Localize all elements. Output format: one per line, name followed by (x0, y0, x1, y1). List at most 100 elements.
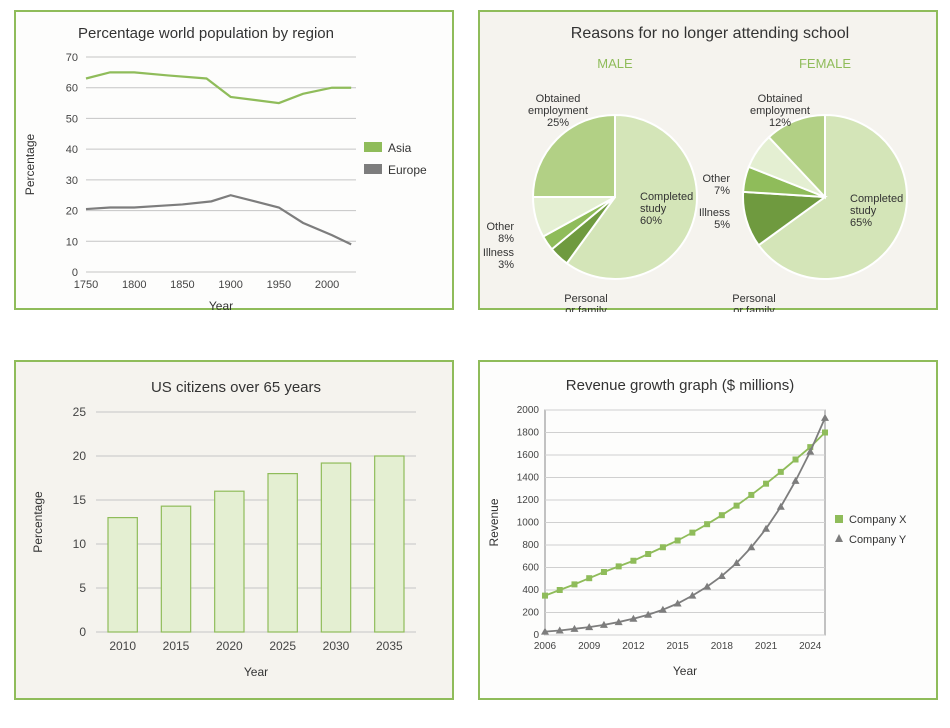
pie-label-personal: Personalor family4% (564, 293, 607, 312)
y-tick-label: 20 (66, 206, 78, 218)
y-tick-label: 0 (79, 625, 86, 639)
panel-population-line: Percentage world population by region 0 10… (14, 10, 454, 310)
marker (688, 592, 696, 599)
x-tick-label: 2000 (315, 279, 339, 291)
x-tick-label: 2009 (578, 641, 601, 652)
pie-label-other: Other8% (486, 221, 514, 245)
x-tick-label: 1850 (170, 279, 194, 291)
bar (375, 456, 404, 632)
pie-label-illness: Illness5% (699, 207, 731, 231)
panel-revenue-growth: Revenue growth graph ($ millions) 0 200 400… (478, 360, 938, 700)
growth-chart-svg: Revenue growth graph ($ millions) 0 200 400… (480, 362, 940, 702)
page-root: Percentage world population by region 0 10… (0, 0, 950, 728)
y-tick-label: 10 (73, 537, 87, 551)
chart-title: US citizens over 65 years (151, 379, 321, 396)
y-tick-label: 0 (72, 267, 78, 279)
y-tick-label: 5 (79, 581, 86, 595)
y-tick-label: 10 (66, 236, 78, 248)
y-tick-label: 30 (66, 175, 78, 187)
x-tick-label: 2012 (622, 641, 645, 652)
y-tick-label: 1400 (517, 473, 540, 484)
marker (822, 430, 828, 436)
marker (704, 521, 710, 527)
bar (321, 463, 350, 632)
y-tick-label: 25 (73, 405, 87, 419)
y-tick-label: 1200 (517, 495, 540, 506)
line-chart-svg: Percentage world population by region 0 10… (16, 12, 456, 312)
panel-school-pies: Reasons for no longer attending school MA… (478, 10, 938, 310)
legend-label: Company X (849, 514, 907, 526)
x-tick-label: 2025 (269, 639, 296, 653)
x-tick-label: 2024 (799, 641, 822, 652)
y-tick-label: 1600 (517, 450, 540, 461)
y-tick-label: 70 (66, 52, 78, 64)
x-tick-label: 1750 (74, 279, 98, 291)
series-company-y (545, 418, 825, 632)
pie-slice-employ (533, 115, 615, 197)
panel-us65-bars: US citizens over 65 years051015202520102… (14, 360, 454, 700)
x-tick-label: 2030 (323, 639, 350, 653)
chart-title: Revenue growth graph ($ millions) (566, 377, 794, 394)
x-tick-label: 2018 (711, 641, 734, 652)
bar (161, 506, 190, 632)
x-tick-label: 2015 (667, 641, 690, 652)
y-tick-label: 50 (66, 113, 78, 125)
pie-label-illness: Illness3% (483, 247, 515, 271)
x-axis-label: Year (244, 665, 268, 679)
legend-label: Europe (388, 163, 427, 177)
legend-label: Asia (388, 141, 412, 155)
y-tick-label: 2000 (517, 405, 540, 416)
legend-swatch (835, 515, 843, 523)
x-tick-label: 2006 (534, 641, 557, 652)
y-tick-label: 20 (73, 449, 87, 463)
y-tick-label: 400 (522, 585, 539, 596)
marker (777, 503, 785, 510)
bar-chart-svg: US citizens over 65 years051015202520102… (16, 362, 456, 702)
marker (734, 503, 740, 509)
pie-heading: FEMALE (799, 56, 851, 71)
pie-label-other: Other7% (702, 173, 730, 197)
x-tick-label: 2035 (376, 639, 403, 653)
marker (778, 469, 784, 475)
marker (689, 530, 695, 536)
chart-title: Reasons for no longer attending school (571, 25, 849, 42)
x-tick-label: 2020 (216, 639, 243, 653)
y-tick-label: 40 (66, 144, 78, 156)
marker (748, 492, 754, 498)
y-tick-label: 60 (66, 83, 78, 95)
marker (542, 593, 548, 599)
x-tick-label: 1900 (218, 279, 242, 291)
series-europe (86, 195, 351, 244)
marker (645, 551, 651, 557)
marker (601, 569, 607, 575)
marker (557, 587, 563, 593)
marker (660, 544, 666, 550)
y-tick-label: 800 (522, 540, 539, 551)
pie-heading: MALE (597, 56, 633, 71)
x-tick-label: 1800 (122, 279, 146, 291)
marker (616, 563, 622, 569)
pie-charts-svg: Reasons for no longer attending school MA… (480, 12, 940, 312)
y-axis-label: Percentage (23, 133, 37, 195)
pie-label-personal: Personalor family11% (732, 293, 775, 312)
marker (719, 512, 725, 518)
y-tick-label: 1800 (517, 428, 540, 439)
marker (763, 481, 769, 487)
marker (571, 581, 577, 587)
marker (821, 414, 829, 421)
bar (215, 491, 244, 632)
y-tick-label: 1000 (517, 518, 540, 529)
y-tick-label: 200 (522, 608, 539, 619)
x-tick-label: 1950 (267, 279, 291, 291)
y-axis-label: Revenue (487, 498, 501, 546)
x-tick-label: 2021 (755, 641, 778, 652)
legend-label: Company Y (849, 534, 907, 546)
y-tick-label: 0 (533, 630, 539, 641)
chart-title: Percentage world population by region (78, 25, 334, 42)
legend-swatch (835, 534, 843, 542)
y-tick-label: 15 (73, 493, 87, 507)
x-axis-label: Year (673, 664, 697, 678)
marker (675, 538, 681, 544)
legend-swatch (364, 142, 382, 152)
marker (630, 558, 636, 564)
